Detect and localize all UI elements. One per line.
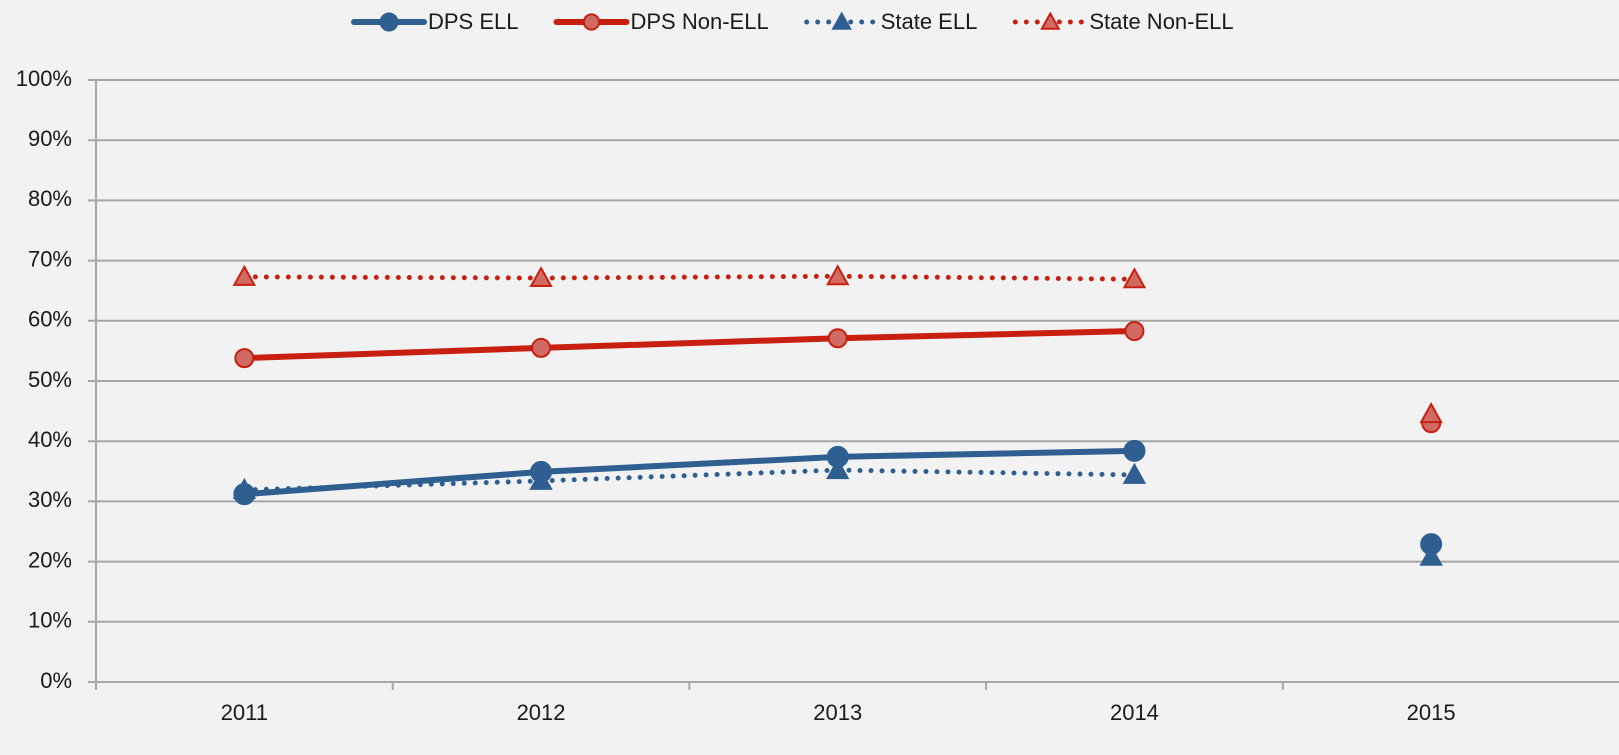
y-tick-label: 100%: [16, 66, 72, 91]
marker: [232, 264, 257, 286]
legend-label: DPS ELL: [428, 9, 519, 34]
marker: [1124, 321, 1145, 342]
series-line: [241, 447, 1138, 498]
y-tick-label: 60%: [28, 307, 72, 332]
marker: [582, 13, 601, 31]
marker: [1419, 402, 1443, 424]
series-line: [241, 328, 1138, 362]
x-tick-label: 2015: [1407, 700, 1456, 725]
y-tick-label: 50%: [28, 367, 72, 392]
marker: [531, 337, 552, 358]
legend: DPS ELL DPS Non-ELL State ELL State Non-ELL: [351, 9, 1234, 34]
x-tick-label: 2013: [813, 700, 862, 725]
y-tick-label: 10%: [28, 608, 72, 633]
legend-label: State Non-ELL: [1089, 9, 1233, 34]
y-tick-label: 90%: [28, 126, 72, 151]
marker: [1122, 462, 1147, 484]
marker: [826, 264, 850, 286]
marker: [379, 12, 399, 32]
y-tick-label: 20%: [28, 547, 72, 572]
y-tick-label: 0%: [40, 668, 72, 693]
marker: [1040, 11, 1061, 30]
marker: [827, 328, 848, 349]
marker: [1123, 439, 1146, 462]
legend-label: DPS Non-ELL: [631, 9, 769, 34]
marker: [831, 11, 852, 30]
x-tick-label: 2012: [517, 700, 566, 725]
y-tick-label: 80%: [28, 186, 72, 211]
marker: [529, 265, 553, 288]
x-tick-label: 2011: [221, 700, 268, 725]
y-tick-label: 30%: [28, 487, 72, 512]
marker: [1419, 544, 1443, 566]
marker: [234, 348, 255, 369]
legend-label: State ELL: [881, 9, 978, 34]
marker: [826, 458, 850, 480]
y-tick-label: 70%: [28, 246, 72, 271]
y-tick-label: 40%: [28, 427, 72, 452]
marker: [1122, 267, 1147, 289]
x-tick-label: 2014: [1110, 700, 1159, 725]
marker: [232, 477, 257, 499]
marker: [529, 468, 553, 490]
